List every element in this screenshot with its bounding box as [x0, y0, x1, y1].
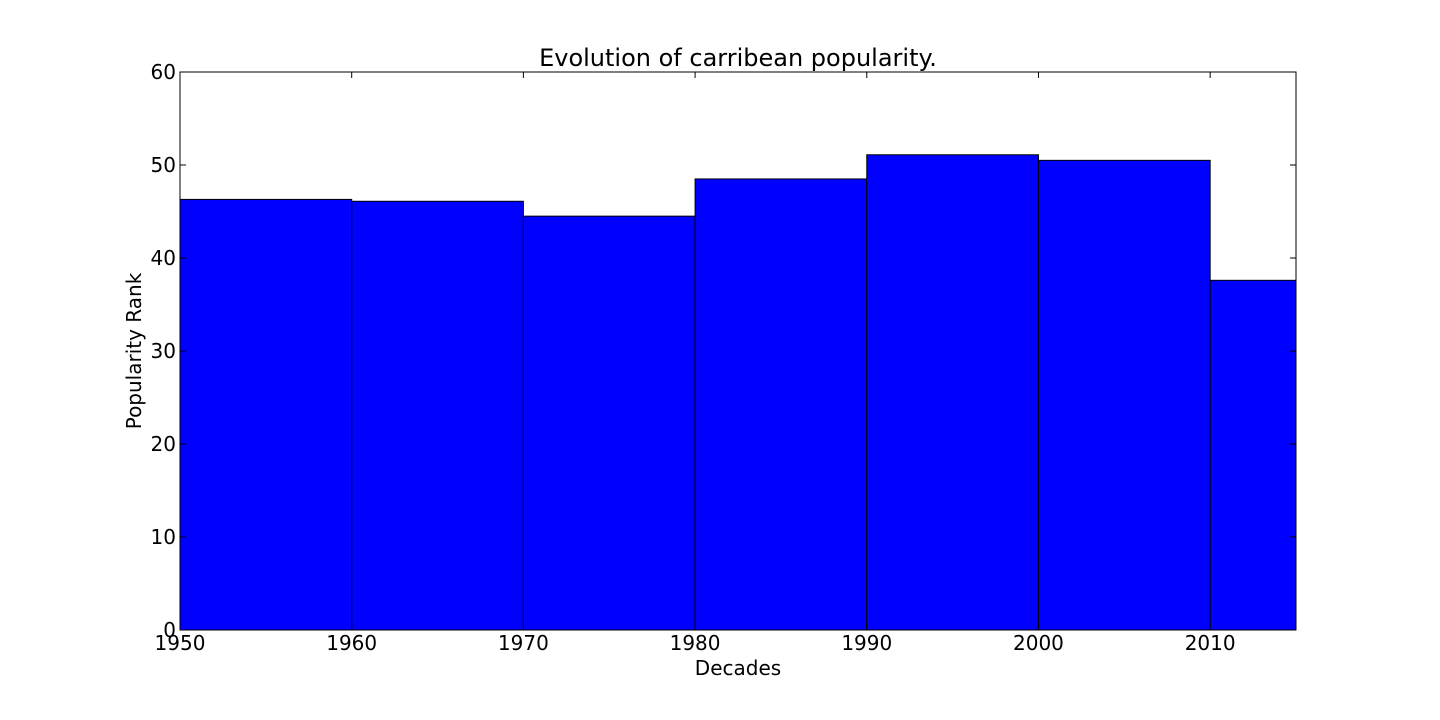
bar-1950: [179, 198, 353, 631]
x-tick-label-1980: 1980: [670, 631, 721, 655]
y-axis-label: Popularity Rank: [122, 272, 146, 429]
y-tick-labels: 0 10 20 30 40 50 60: [151, 60, 176, 642]
x-tick-labels: 1950 1960 1970 1980 1990 2000 2010: [155, 631, 1236, 655]
bar-2000: [1037, 159, 1211, 631]
bars: [179, 154, 1297, 631]
chart-title: Evolution of carribean popularity.: [539, 44, 937, 72]
y-tick-label-20: 20: [151, 432, 176, 456]
y-tick-label-60: 60: [151, 60, 176, 84]
x-tick-label-1960: 1960: [326, 631, 377, 655]
bar-2010: [1209, 279, 1297, 631]
bar-1980: [694, 178, 868, 631]
x-tick-label-2000: 2000: [1013, 631, 1064, 655]
x-tick-label-1990: 1990: [841, 631, 892, 655]
y-tick-label-10: 10: [151, 525, 176, 549]
x-tick-label-1970: 1970: [498, 631, 549, 655]
y-tick-label-0: 0: [163, 618, 176, 642]
y-tick-label-40: 40: [151, 246, 176, 270]
y-tick-label-50: 50: [151, 153, 176, 177]
x-tick-label-2010: 2010: [1185, 631, 1236, 655]
bar-1970: [522, 215, 696, 631]
y-tick-label-30: 30: [151, 339, 176, 363]
bar-1990: [866, 154, 1039, 631]
ticks: [179, 71, 1296, 631]
bar-1960: [351, 200, 524, 631]
x-tick-label-1950: 1950: [155, 631, 206, 655]
x-axis-label: Decades: [695, 656, 781, 680]
